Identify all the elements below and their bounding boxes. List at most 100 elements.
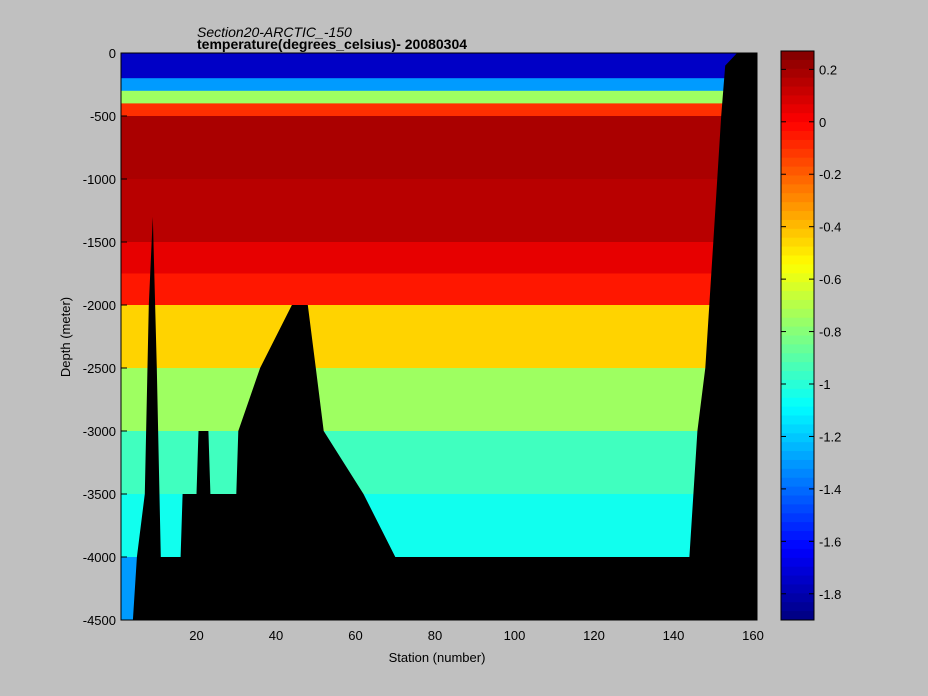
colorbar-segment (781, 246, 814, 256)
colorbar-segment (781, 131, 814, 141)
colorbar-segment (781, 433, 814, 443)
heatmap-layer-10 (121, 431, 757, 495)
colorbar-segment (781, 308, 814, 319)
x-tick-label: 140 (663, 628, 685, 643)
y-tick-label: -3000 (83, 424, 116, 439)
y-axis-label: Depth (meter) (58, 297, 73, 377)
heatmap-layer-7 (121, 273, 757, 306)
heatmap-layer-3 (121, 103, 757, 117)
y-tick-label: -1000 (83, 172, 116, 187)
colorbar-frame (780, 50, 815, 621)
heatmap-layer-1 (121, 78, 757, 92)
colorbar-segment (781, 291, 814, 301)
heatmap-layer-4 (121, 116, 757, 180)
colorbar-segment (781, 86, 814, 96)
colorbar-segment (781, 406, 814, 417)
x-tick-label: 40 (269, 628, 283, 643)
chart-title: Section20-ARCTIC_-150 (197, 24, 352, 40)
colorbar-segment (781, 362, 814, 372)
x-axis-label: Station (number) (389, 650, 486, 665)
y-axis: 0 -500 -1000 -1500 -2000 -2500 -3000 -3500 -4000… (83, 46, 127, 628)
colorbar-segment (781, 219, 814, 230)
chart-subtitle: temperature(degrees_celsius)- 20080304 (197, 36, 467, 52)
colorbar-segment (781, 157, 814, 168)
colorbar-segment (781, 397, 814, 408)
y-tick-label: 0 (109, 46, 116, 61)
colorbar-segment (781, 451, 814, 461)
colorbar-segment (781, 513, 814, 523)
colorbar-segment (781, 95, 814, 105)
colorbar-segment (781, 477, 814, 488)
y-tick-label: -500 (90, 109, 116, 124)
colorbar-tick-label: -1.4 (819, 482, 841, 497)
colorbar-segment (781, 68, 814, 79)
colorbar-segment (781, 602, 814, 612)
colorbar-segment (781, 424, 814, 434)
x-tick-label: 60 (348, 628, 362, 643)
colorbar-segment (781, 202, 814, 212)
colorbar-tick-label: -0.6 (819, 272, 841, 287)
x-tick-label: 20 (189, 628, 203, 643)
colorbar-segment (781, 211, 814, 221)
colorbar (781, 51, 814, 621)
colorbar-segment (781, 104, 814, 114)
heatmap-layer-0 (121, 53, 757, 79)
colorbar-segment (781, 495, 814, 505)
x-tick-label: 120 (583, 628, 605, 643)
colorbar-segment (781, 557, 814, 568)
x-tick-label: 80 (428, 628, 442, 643)
colorbar-segment (781, 486, 814, 497)
y-tick-label: -2500 (83, 361, 116, 376)
colorbar-segment (781, 122, 814, 132)
colorbar-tick-label: -1 (819, 377, 831, 392)
colorbar-segment (781, 344, 814, 354)
y-tick-label: -1500 (83, 235, 116, 250)
colorbar-segment (781, 193, 814, 203)
plot-frame (120, 52, 758, 621)
x-tick-label: 160 (742, 628, 764, 643)
colorbar-segment (781, 335, 814, 345)
heatmap-layer-2 (121, 90, 757, 104)
colorbar-segment (781, 264, 814, 274)
heatmap-layer-8 (121, 305, 757, 369)
colorbar-segment (781, 442, 814, 452)
colorbar-tick-label: -1.8 (819, 587, 841, 602)
colorbar-ticks: 0.2 0 -0.2 -0.4 -0.6 -0.8 -1 -1.2 -1.4 -1.6 -1.8 (781, 62, 841, 602)
colorbar-segment (781, 371, 814, 381)
colorbar-segment (781, 166, 814, 176)
colorbar-tick-label: 0 (819, 115, 826, 130)
heatmap-layer-9 (121, 368, 757, 432)
colorbar-segment (781, 77, 814, 88)
colorbar-segment (781, 237, 814, 248)
x-tick-label: 100 (504, 628, 526, 643)
y-tick-label: -3500 (83, 487, 116, 502)
colorbar-tick-label: -0.4 (819, 220, 841, 235)
colorbar-segment (781, 282, 814, 292)
colorbar-segment (781, 317, 814, 328)
colorbar-segment (781, 531, 814, 541)
colorbar-segment (781, 468, 814, 479)
colorbar-tick-label: -1.6 (819, 534, 841, 549)
y-tick-label: -4500 (83, 613, 116, 628)
colorbar-segment (781, 139, 814, 150)
colorbar-segment (781, 415, 814, 425)
colorbar-segment (781, 228, 814, 239)
colorbar-segment (781, 522, 814, 532)
colorbar-segment (781, 584, 814, 594)
colorbar-segment (781, 184, 814, 194)
colorbar-segment (781, 51, 814, 61)
colorbar-segment (781, 566, 814, 577)
colorbar-segment (781, 113, 814, 123)
colorbar-segment (781, 593, 814, 603)
colorbar-tick-label: 0.2 (819, 62, 837, 77)
colorbar-segment (781, 539, 814, 550)
y-tick-label: -2000 (83, 298, 116, 313)
colorbar-segment (781, 459, 814, 470)
heatmap-plot-area (121, 53, 757, 620)
seafloor-bathymetry (121, 53, 757, 620)
colorbar-tick-label: -0.2 (819, 167, 841, 182)
colorbar-segment (781, 388, 814, 399)
heatmap-layer-5 (121, 179, 757, 243)
colorbar-segment (781, 299, 814, 310)
